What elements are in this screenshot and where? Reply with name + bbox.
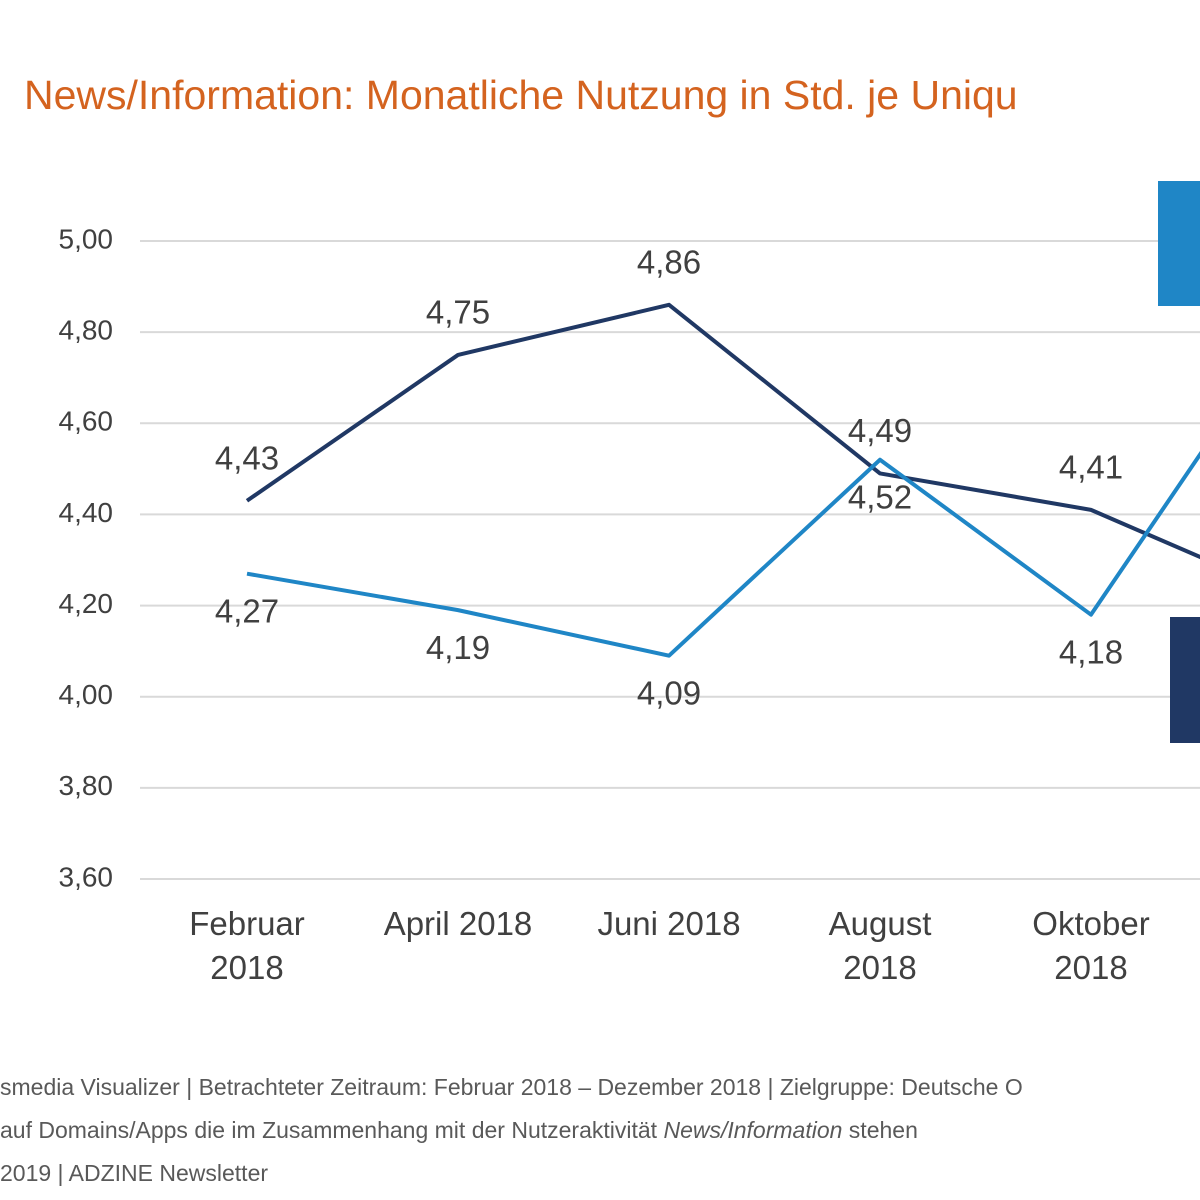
data-label: 4,43 xyxy=(215,439,279,476)
x-tick-label: Oktober 2018 xyxy=(1032,905,1150,986)
footer-line: smedia Visualizer | Betrachteter Zeitrau… xyxy=(0,1074,1023,1100)
chart-title: News/Information: Monatliche Nutzung in … xyxy=(24,72,1018,118)
y-tick-label: 3,60 xyxy=(59,861,114,892)
y-tick-label: 3,80 xyxy=(59,770,114,801)
x-tick-label: August 2018 xyxy=(828,905,932,986)
x-tick-label: Februar 2018 xyxy=(189,905,305,986)
line xyxy=(246,451,1200,658)
data-label: 4,09 xyxy=(637,674,701,711)
data-label: 4,41 xyxy=(1059,449,1123,486)
x-tick-label: Juni 2018 xyxy=(597,905,741,942)
footer-line: auf Domains/Apps die im Zusammenhang mit… xyxy=(0,1117,918,1144)
footer-line: 2019 | ADZINE Newsletter xyxy=(0,1160,269,1186)
data-label: 4,27 xyxy=(215,592,279,629)
y-tick-label: 4,40 xyxy=(59,497,114,528)
y-tick-label: 4,20 xyxy=(59,588,114,619)
legend-swatch xyxy=(1170,617,1200,743)
data-label: 4,18 xyxy=(1059,633,1123,670)
data-label: 4,19 xyxy=(426,629,490,666)
y-tick-label: 4,80 xyxy=(59,315,114,346)
data-label: 4,49 xyxy=(848,412,912,449)
y-tick-label: 5,00 xyxy=(59,223,114,254)
legend-swatch xyxy=(1158,181,1200,306)
footer-text: News/Information xyxy=(663,1117,843,1143)
x-tick-label: April 2018 xyxy=(383,905,533,942)
data-label: 4,52 xyxy=(848,478,912,515)
footer-text: stehen xyxy=(842,1117,918,1143)
data-label: 4,86 xyxy=(637,244,701,281)
y-tick-label: 4,60 xyxy=(59,406,114,437)
line xyxy=(245,302,1200,560)
data-label: 4,75 xyxy=(426,294,490,331)
footer-text: auf Domains/Apps die im Zusammenhang mit… xyxy=(0,1117,664,1143)
y-tick-label: 4,00 xyxy=(59,679,114,710)
